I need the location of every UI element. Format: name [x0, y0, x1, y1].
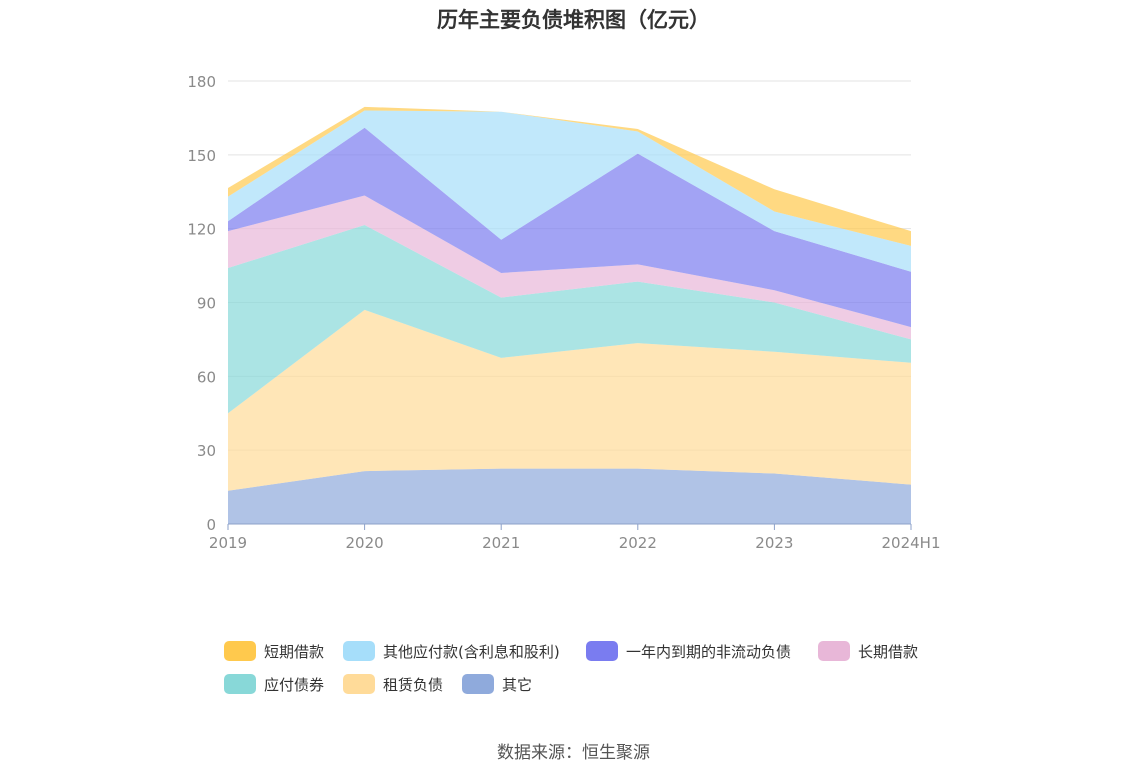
- legend-item-other-payables[interactable]: 其他应付款(含利息和股利): [343, 640, 560, 662]
- legend-label: 其他应付款(含利息和股利): [383, 642, 560, 661]
- area-series: [228, 224, 911, 414]
- legend-swatch: [343, 674, 375, 694]
- area-series: [228, 468, 911, 524]
- data-source: 数据来源：恒生聚源: [497, 743, 650, 763]
- y-tick-label: 120: [187, 221, 216, 239]
- x-tick-label: 2019: [209, 534, 247, 552]
- legend-item-lease-liabilities[interactable]: 租赁负债: [343, 673, 443, 695]
- y-tick-label: 60: [197, 368, 216, 386]
- x-tick-label: 2022: [619, 534, 657, 552]
- y-tick-label: 90: [197, 295, 216, 313]
- legend-swatch: [462, 674, 494, 694]
- legend-label: 一年内到期的非流动负债: [626, 642, 792, 661]
- legend-item-short-term-loans[interactable]: 短期借款: [224, 640, 324, 662]
- area-series: [228, 309, 911, 491]
- y-tick-label: 30: [197, 442, 216, 460]
- area-series: [228, 110, 911, 272]
- legend-item-others[interactable]: 其它: [462, 673, 532, 695]
- legend-swatch: [818, 641, 850, 661]
- legend-swatch: [224, 674, 256, 694]
- legend-item-current-noncurrent-liabilities[interactable]: 一年内到期的非流动负债: [586, 640, 791, 662]
- y-tick-label: 180: [187, 73, 216, 91]
- legend-label: 其它: [502, 675, 533, 694]
- x-tick-label: 2023: [755, 534, 793, 552]
- y-tick-label: 0: [206, 516, 216, 534]
- legend-label: 长期借款: [858, 642, 919, 661]
- legend-label: 租赁负债: [383, 675, 444, 694]
- legend-label: 应付债券: [264, 675, 325, 694]
- area-series: [228, 195, 911, 340]
- area-series: [228, 127, 911, 328]
- legend-item-long-term-loans[interactable]: 长期借款: [818, 640, 918, 662]
- x-tick-label: 2020: [346, 534, 384, 552]
- y-tick-label: 150: [187, 147, 216, 165]
- legend-swatch: [224, 641, 256, 661]
- legend-swatch: [343, 641, 375, 661]
- x-tick-label: 2024H1: [882, 534, 941, 552]
- legend-label: 短期借款: [264, 642, 325, 661]
- x-tick-label: 2021: [482, 534, 520, 552]
- legend-swatch: [586, 641, 618, 661]
- legend-item-bonds-payable[interactable]: 应付债券: [224, 673, 324, 695]
- chart-title: 历年主要负债堆积图（亿元）: [437, 8, 710, 32]
